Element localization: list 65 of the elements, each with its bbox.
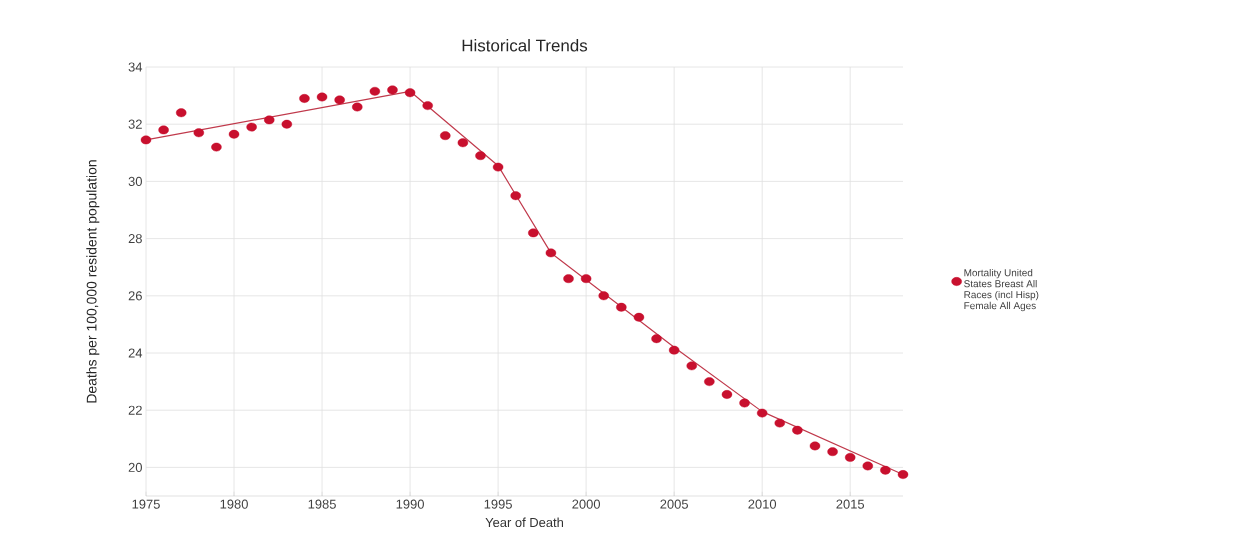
x-tick-label: 2015 bbox=[836, 499, 865, 509]
point bbox=[651, 334, 662, 344]
point bbox=[211, 142, 222, 152]
y-tick-label: 34 bbox=[128, 62, 143, 72]
point bbox=[862, 461, 874, 471]
point bbox=[897, 470, 909, 479]
point bbox=[756, 408, 768, 418]
point bbox=[175, 108, 187, 118]
point bbox=[510, 191, 521, 201]
y-tick-label: 30 bbox=[128, 176, 142, 186]
x-tick-label: 1980 bbox=[220, 499, 248, 509]
point bbox=[246, 122, 257, 132]
y-tick-label: 32 bbox=[128, 119, 142, 129]
y-tick-label: 28 bbox=[128, 234, 142, 244]
point bbox=[545, 248, 557, 258]
x-axis-title: Year of Death bbox=[485, 517, 563, 528]
x-tick-label: 2000 bbox=[572, 499, 601, 509]
y-tick-label: 26 bbox=[128, 291, 142, 301]
point bbox=[792, 425, 803, 435]
point bbox=[492, 162, 504, 172]
point bbox=[457, 138, 469, 148]
x-tick-label: 2010 bbox=[748, 499, 777, 509]
point bbox=[158, 125, 169, 135]
point bbox=[369, 86, 381, 96]
y-tick-label: 22 bbox=[128, 405, 142, 415]
point bbox=[633, 312, 645, 322]
point bbox=[774, 418, 785, 428]
point bbox=[422, 101, 433, 110]
point bbox=[616, 302, 627, 312]
point bbox=[299, 94, 310, 103]
point bbox=[193, 128, 205, 138]
point bbox=[281, 119, 293, 129]
point bbox=[316, 92, 328, 102]
point bbox=[721, 390, 733, 399]
x-tick-label: 1995 bbox=[484, 499, 512, 509]
point bbox=[739, 398, 750, 408]
y-tick-label: 20 bbox=[128, 462, 142, 472]
point bbox=[580, 274, 592, 284]
point bbox=[334, 95, 345, 105]
point bbox=[140, 135, 152, 145]
x-tick-label: 1990 bbox=[396, 499, 424, 509]
point bbox=[404, 88, 416, 98]
point bbox=[440, 131, 451, 141]
point bbox=[228, 129, 240, 139]
point bbox=[844, 453, 856, 462]
point bbox=[598, 291, 609, 301]
y-tick-label: 24 bbox=[128, 348, 143, 358]
x-tick-label: 1975 bbox=[132, 499, 160, 509]
y-axis-title: Deaths per 100,000 resident population bbox=[86, 160, 100, 403]
point bbox=[880, 465, 891, 475]
point bbox=[827, 447, 838, 457]
point bbox=[704, 377, 715, 386]
legend-label: Mortality United States Breast All Races (incl Hisp) Female All Ages bbox=[964, 268, 1039, 312]
chart-title: Historical Trends bbox=[462, 39, 588, 52]
point bbox=[563, 274, 574, 284]
point bbox=[352, 102, 363, 112]
point bbox=[528, 228, 539, 238]
x-tick-label: 2005 bbox=[660, 499, 688, 509]
point bbox=[809, 441, 821, 451]
x-tick-label: 1985 bbox=[308, 499, 336, 509]
point bbox=[264, 115, 275, 125]
point bbox=[387, 85, 398, 95]
point bbox=[668, 345, 680, 355]
point bbox=[686, 361, 697, 371]
point bbox=[475, 151, 486, 161]
